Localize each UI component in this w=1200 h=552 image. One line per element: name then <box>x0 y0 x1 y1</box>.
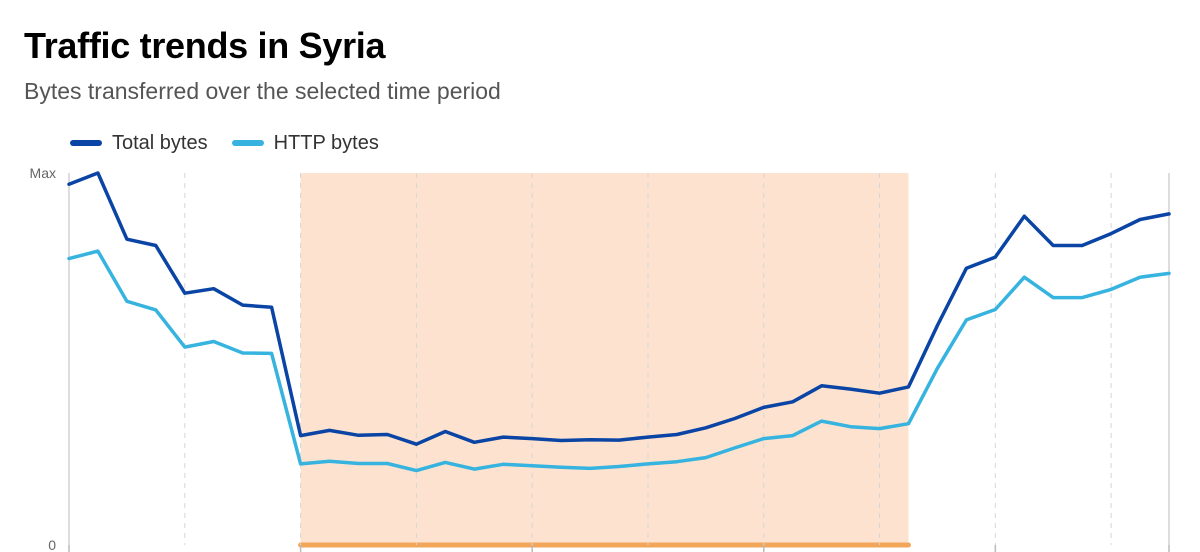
series-line-http-bytes[interactable] <box>67 249 1171 473</box>
legend-label-http-bytes: HTTP bytes <box>273 131 379 154</box>
series-line-total-bytes[interactable] <box>67 171 1171 446</box>
chart-subtitle: Bytes transferred over the selected time… <box>24 78 501 104</box>
legend-item-http-bytes[interactable]: HTTP bytes <box>231 131 379 155</box>
chart-title: Traffic trends in Syria <box>24 25 386 66</box>
legend-swatch-http-bytes <box>231 140 264 146</box>
y-tick-label-zero: 0 <box>48 537 56 552</box>
y-tick-label-max: Max <box>30 165 56 181</box>
outage-region[interactable] <box>300 173 909 545</box>
legend-swatch-total-bytes <box>70 140 102 146</box>
legend: Total bytes HTTP bytes <box>70 128 379 158</box>
legend-item-total-bytes[interactable]: Total bytes <box>70 132 208 155</box>
legend-label-total-bytes: Total bytes <box>112 131 208 154</box>
